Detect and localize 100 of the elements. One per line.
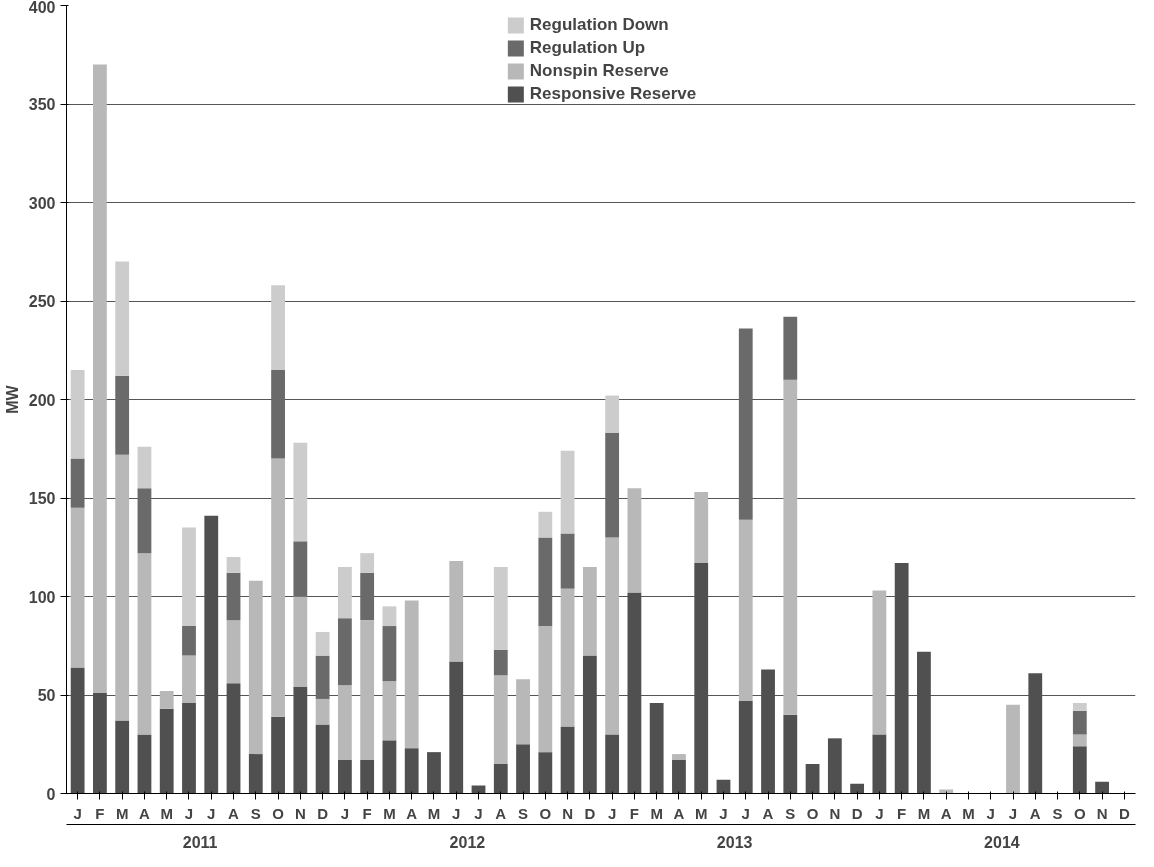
x-tick-label: O (272, 804, 285, 822)
bar (738, 328, 753, 520)
x-tick-label: A (406, 804, 418, 822)
bar (337, 566, 352, 619)
bar (538, 626, 553, 753)
bar (850, 783, 865, 794)
y-tick-label: 150 (28, 490, 56, 507)
bar (293, 541, 308, 597)
bar (315, 724, 330, 794)
text: 2012 (449, 833, 486, 851)
bar (159, 708, 174, 794)
bar (271, 369, 285, 459)
bar (248, 754, 263, 794)
y-tick-label: 0 (46, 785, 56, 803)
bar (605, 537, 620, 735)
bar (493, 763, 508, 794)
legend-label: Regulation Down (529, 15, 669, 35)
bar (404, 600, 419, 749)
bar (649, 702, 664, 794)
bar (70, 369, 85, 459)
x-tick-label: F (95, 804, 105, 822)
x-tick-label: J (719, 804, 728, 822)
bar (293, 442, 308, 542)
text: 2014 (984, 833, 1020, 851)
y-tick-label: 400 (28, 0, 56, 16)
x-tick-label: S (785, 804, 796, 822)
text: 2013 (716, 833, 753, 851)
bar (360, 620, 375, 761)
legend-label: Regulation Up (529, 38, 646, 58)
x-tick-label: A (228, 804, 240, 822)
y-tick-label: 250 (28, 293, 56, 310)
x-tick-label: M (917, 804, 931, 822)
x-tick-label: A (495, 804, 507, 822)
x-tick-label: D (584, 804, 596, 822)
bar (805, 763, 820, 794)
bar (538, 537, 553, 627)
bar (783, 316, 798, 380)
x-tick-label: N (562, 804, 574, 822)
bar (182, 655, 196, 703)
bar (360, 553, 375, 573)
x-tick-label: A (673, 804, 685, 822)
y-tick-label: 50 (37, 687, 56, 704)
x-tick-label: A (762, 804, 774, 822)
y-tick-label: 200 (28, 391, 56, 409)
x-tick-label: J (607, 804, 617, 822)
x-tick-label: D (1118, 804, 1130, 822)
bar (315, 655, 330, 699)
x-tick-label: A (139, 804, 151, 822)
bar (182, 626, 196, 656)
bar (493, 649, 508, 676)
bar (226, 572, 241, 621)
bar (115, 375, 130, 455)
x-tick-label: J (184, 804, 194, 822)
bar (293, 596, 308, 688)
x-tick-label: F (897, 804, 907, 822)
bar (672, 760, 686, 794)
x-tick-label: J (340, 804, 350, 822)
bar (70, 507, 85, 668)
x-tick-label: N (829, 804, 841, 822)
bar (605, 734, 620, 794)
bar (315, 698, 330, 725)
bar (337, 685, 352, 761)
bar (137, 488, 152, 554)
bar (783, 714, 798, 794)
bar (137, 446, 152, 489)
bar (582, 566, 597, 656)
bar (605, 395, 620, 433)
bar (360, 572, 375, 621)
bar (605, 432, 620, 538)
bar (226, 557, 241, 573)
bar (516, 679, 530, 745)
x-tick-label: F (362, 804, 372, 822)
bar (337, 760, 352, 794)
y-tick-label: 100 (28, 588, 56, 606)
x-tick-label: M (962, 804, 975, 822)
x-tick-label: O (539, 804, 552, 822)
x-tick-label: A (1029, 804, 1041, 822)
bar (1072, 734, 1087, 747)
x-tick-label: J (875, 804, 884, 822)
bar (70, 458, 85, 508)
bar (538, 511, 553, 538)
bar (360, 760, 375, 794)
x-tick-label: N (1096, 804, 1108, 822)
bar (115, 720, 130, 794)
x-tick-label: M (650, 804, 663, 822)
bar (382, 740, 397, 794)
bar (538, 752, 553, 794)
x-tick-label: A (940, 804, 952, 822)
bar (93, 64, 107, 694)
bar (1006, 704, 1020, 794)
x-tick-label: J (452, 804, 461, 822)
bar (159, 691, 174, 709)
bar (694, 492, 709, 564)
bar (872, 590, 887, 735)
x-tick-label: J (1008, 804, 1018, 822)
bar (627, 488, 642, 593)
bar (271, 716, 285, 794)
bar (1095, 781, 1109, 794)
bar (271, 285, 285, 370)
x-tick-label: J (73, 804, 82, 822)
